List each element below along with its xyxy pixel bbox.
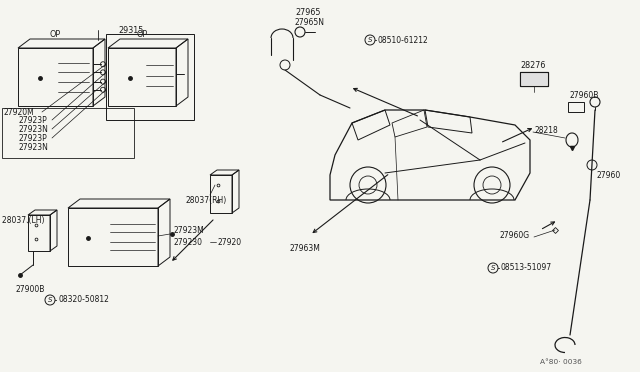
Text: 27923P: 27923P xyxy=(18,134,47,142)
Text: 27900B: 27900B xyxy=(15,285,44,295)
Text: S: S xyxy=(491,265,495,271)
Bar xyxy=(520,72,548,86)
Text: 27965N: 27965N xyxy=(295,17,325,26)
Text: 27923M: 27923M xyxy=(174,225,205,234)
Bar xyxy=(28,215,50,251)
Text: 27965: 27965 xyxy=(295,7,321,16)
Text: 27920M: 27920M xyxy=(3,108,34,116)
Text: OP: OP xyxy=(136,29,148,38)
Text: S: S xyxy=(48,297,52,303)
Bar xyxy=(108,48,176,106)
Bar xyxy=(68,208,158,266)
Text: 27923N: 27923N xyxy=(18,125,48,134)
Bar xyxy=(106,34,194,120)
Text: 27920: 27920 xyxy=(218,237,242,247)
Text: 279230: 279230 xyxy=(174,237,203,247)
Text: 08320-50812: 08320-50812 xyxy=(58,295,109,305)
Text: 27923P: 27923P xyxy=(18,115,47,125)
Text: 28037(RH): 28037(RH) xyxy=(185,196,227,205)
Text: 27923N: 27923N xyxy=(18,142,48,151)
Text: 08513-51097: 08513-51097 xyxy=(501,263,552,273)
Text: A°80· 0036: A°80· 0036 xyxy=(540,359,582,365)
Text: 28218: 28218 xyxy=(535,125,559,135)
Text: 29315: 29315 xyxy=(118,26,143,35)
Text: OP: OP xyxy=(49,29,61,38)
Text: 27960B: 27960B xyxy=(570,90,600,99)
Text: 27963M: 27963M xyxy=(290,244,321,253)
Text: S: S xyxy=(368,37,372,43)
Text: 27960G: 27960G xyxy=(500,231,530,240)
Text: 28037 (LH): 28037 (LH) xyxy=(2,215,45,224)
Text: 08510-61212: 08510-61212 xyxy=(378,35,429,45)
Bar xyxy=(210,175,232,213)
Bar xyxy=(520,72,548,86)
Text: 27960: 27960 xyxy=(597,170,621,180)
Bar xyxy=(18,48,93,106)
Bar xyxy=(521,73,547,85)
Bar xyxy=(568,102,584,112)
Bar xyxy=(2,108,134,158)
Text: 28276: 28276 xyxy=(520,61,545,70)
